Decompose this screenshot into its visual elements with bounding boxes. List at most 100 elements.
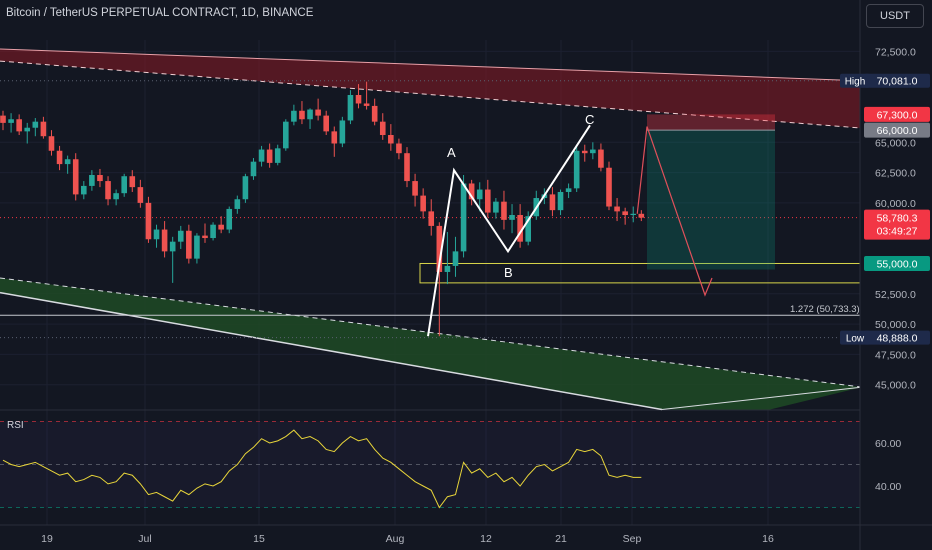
candle-body <box>56 150 63 165</box>
candle <box>598 143 604 172</box>
candle <box>145 196 152 243</box>
fib-label: 1.272 (50,733.3) <box>790 304 860 315</box>
candle-body <box>121 176 127 194</box>
candle <box>412 173 418 207</box>
candle <box>32 118 39 137</box>
candle <box>137 179 144 208</box>
candle <box>72 153 79 201</box>
candle-body <box>72 159 79 195</box>
candle <box>105 176 111 206</box>
candle-body <box>226 208 233 230</box>
target-tag-bg <box>864 255 930 271</box>
symbol-title: Bitcoin / TetherUS PERPETUAL CONTRACT, 1… <box>6 7 314 19</box>
candle-body <box>549 194 556 211</box>
candle-body <box>64 159 71 165</box>
candle-body <box>476 189 483 200</box>
price-tick-label: 52,500.0 <box>875 289 916 301</box>
candle <box>452 236 459 277</box>
candle-body <box>307 109 313 120</box>
candle <box>493 198 499 219</box>
candle <box>638 210 645 222</box>
candle-body <box>81 185 87 195</box>
time-tick-label: Jul <box>138 533 151 545</box>
price-tick-label: 47,500.0 <box>875 349 916 361</box>
candle <box>420 188 426 219</box>
candle <box>161 221 168 258</box>
stop-tag: 67,300.0 <box>864 106 930 122</box>
candle-body <box>16 119 22 132</box>
candle <box>113 189 119 206</box>
entry-tag-bg <box>864 122 930 138</box>
time-tick-label: 21 <box>555 533 567 545</box>
candle <box>48 130 55 156</box>
candle-body <box>468 183 475 200</box>
candle-body <box>501 201 507 220</box>
take-profit-zone <box>647 130 775 270</box>
candle-body <box>598 149 604 168</box>
time-tick-label: Aug <box>386 533 405 545</box>
candle <box>177 225 184 249</box>
candle-body <box>315 109 321 116</box>
candle-body <box>485 189 491 213</box>
price-tick-label: 72,500.0 <box>875 46 916 58</box>
last-price-bg <box>864 209 930 240</box>
time-tick-label: Sep <box>623 533 642 545</box>
candle-body <box>0 115 6 123</box>
candle <box>476 182 483 212</box>
candle <box>226 206 233 234</box>
candle <box>283 119 289 151</box>
candle-body <box>509 215 515 220</box>
candle-body <box>24 127 31 132</box>
target-tag-value: 55,000.0 <box>877 258 918 270</box>
candle <box>307 108 313 129</box>
resistance-line-upper <box>0 48 861 82</box>
candle <box>153 224 160 248</box>
price-tick-label: 50,000.0 <box>875 319 916 331</box>
candle <box>274 144 281 166</box>
low-tag-bg <box>864 330 930 345</box>
candle <box>557 189 564 216</box>
candle-body <box>258 149 265 162</box>
candle <box>525 211 531 246</box>
price-axis-bg <box>860 0 932 550</box>
candle-body <box>291 110 297 122</box>
support-band <box>0 278 862 410</box>
candle-body <box>638 213 645 218</box>
candle <box>186 224 192 264</box>
candle-body <box>113 193 119 200</box>
support-line-dashed <box>0 277 863 388</box>
candle <box>81 181 87 200</box>
candle <box>266 143 273 168</box>
candle <box>299 101 305 125</box>
low-tag-value: 48,888.0 <box>877 333 918 345</box>
candle-body <box>614 206 620 212</box>
candle <box>396 138 402 160</box>
candle <box>234 195 241 214</box>
candle-body <box>347 95 354 121</box>
candle <box>218 216 224 234</box>
candle <box>436 222 443 337</box>
candle <box>355 84 362 109</box>
currency-button[interactable]: USDT <box>866 4 924 28</box>
candle <box>404 147 410 188</box>
rsi-pane <box>0 421 860 509</box>
candle-body <box>590 149 596 154</box>
candle-body <box>371 105 378 122</box>
candle-body <box>420 195 426 212</box>
candle-body <box>363 103 370 106</box>
candle <box>509 204 515 234</box>
candle-body <box>452 251 459 266</box>
rsi-line <box>2 429 642 509</box>
candle <box>549 187 556 217</box>
price-tick-label: 62,500.0 <box>875 168 916 180</box>
candle <box>250 158 257 180</box>
price-tick-label: 45,000.0 <box>875 380 916 392</box>
support-line-solid <box>0 291 663 411</box>
stop-tag-bg <box>864 106 930 122</box>
candle <box>573 147 580 192</box>
high-tag-value: 70,081.0 <box>877 76 918 88</box>
candle <box>56 145 63 171</box>
time-tick-label: 19 <box>41 533 53 545</box>
